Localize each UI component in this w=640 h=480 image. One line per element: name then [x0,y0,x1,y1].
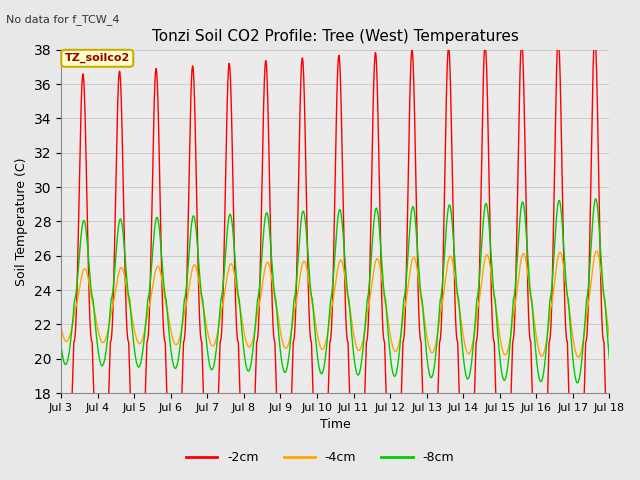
-8cm [554,206,561,212]
-4cm [554,258,561,264]
-4cm [57,325,65,331]
-4cm [605,335,613,341]
Line: -4cm: -4cm [61,251,609,357]
-8cm [398,316,406,322]
-8cm [57,343,65,348]
-8cm [605,357,613,362]
Line: -8cm: -8cm [61,199,609,383]
Legend: -2cm, -4cm, -8cm: -2cm, -4cm, -8cm [181,446,459,469]
Text: TZ_soilco2: TZ_soilco2 [65,53,130,63]
-8cm [175,355,182,360]
Title: Tonzi Soil CO2 Profile: Tree (West) Temperatures: Tonzi Soil CO2 Profile: Tree (West) Temp… [152,29,518,44]
-8cm [573,380,581,386]
-2cm [591,34,598,39]
-2cm [554,46,561,52]
Text: No data for f_TCW_4: No data for f_TCW_4 [6,14,120,25]
Line: -2cm: -2cm [61,36,609,480]
Y-axis label: Soil Temperature (C): Soil Temperature (C) [15,157,28,286]
-4cm [211,342,218,348]
-8cm [605,355,613,361]
-4cm [593,248,600,254]
X-axis label: Time: Time [320,419,351,432]
-4cm [388,343,396,349]
-4cm [605,334,613,340]
-4cm [575,354,582,360]
-4cm [398,323,406,328]
-4cm [175,339,182,345]
-8cm [388,369,396,374]
-8cm [211,361,218,367]
-2cm [398,362,406,368]
-8cm [592,196,600,202]
